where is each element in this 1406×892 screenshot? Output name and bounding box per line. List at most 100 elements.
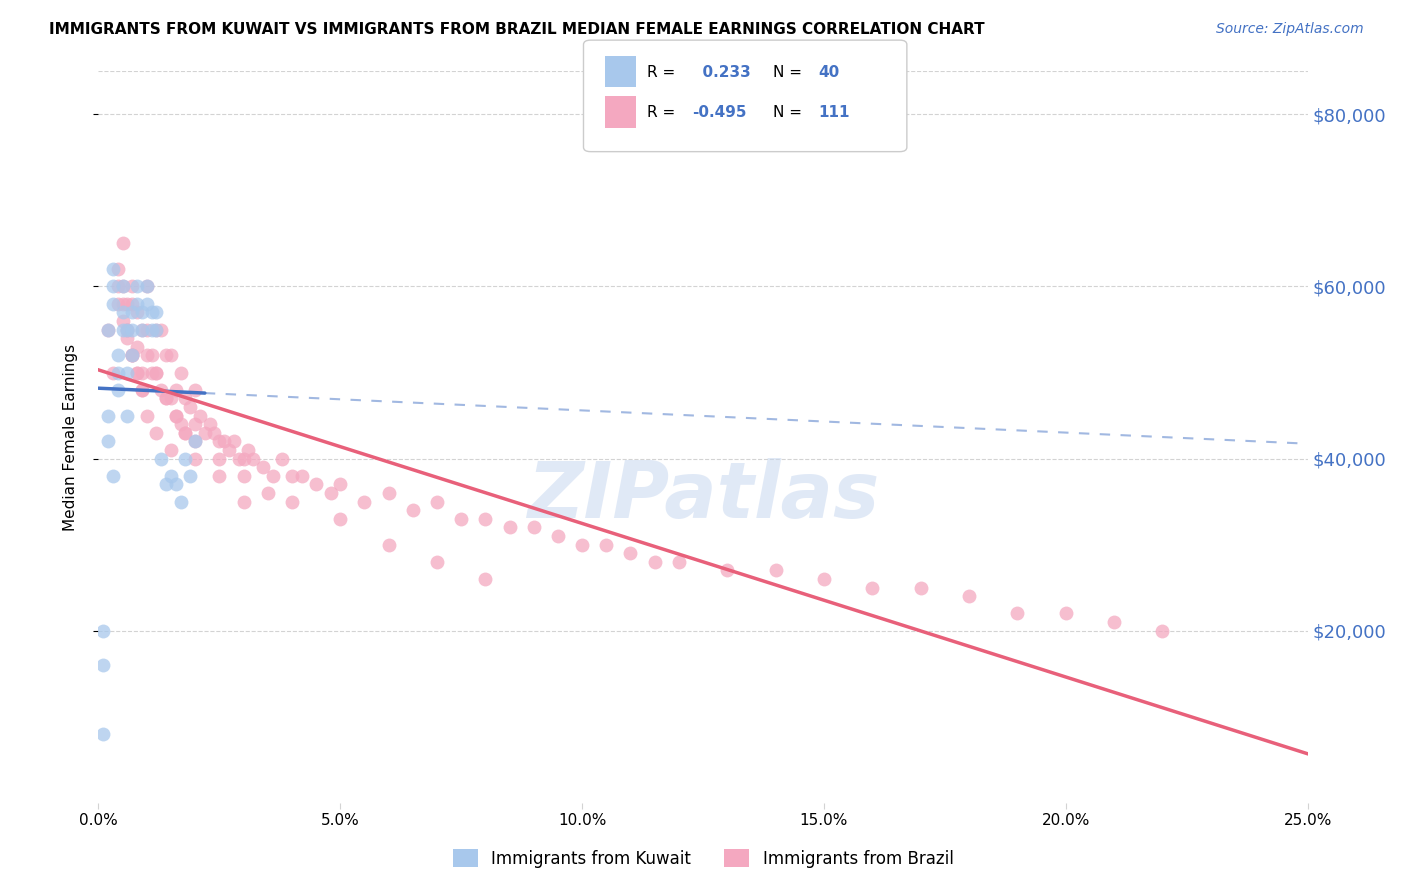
Point: [127, 279, 149, 293]
Point: [145, 366, 167, 380]
Point: [135, 348, 157, 362]
Point: [188, 409, 211, 423]
Point: [97, 409, 120, 423]
Point: [228, 451, 250, 466]
Point: [184, 417, 207, 432]
Point: [523, 520, 546, 534]
Text: 0.233: 0.233: [692, 65, 751, 79]
Point: [222, 434, 245, 449]
Text: IMMIGRANTS FROM KUWAIT VS IMMIGRANTS FROM BRAZIL MEDIAN FEMALE EARNINGS CORRELAT: IMMIGRANTS FROM KUWAIT VS IMMIGRANTS FRO…: [49, 22, 984, 37]
Point: [813, 572, 835, 586]
Point: [179, 400, 201, 414]
Point: [474, 512, 496, 526]
Point: [127, 340, 149, 354]
Point: [155, 392, 177, 406]
Point: [91, 624, 114, 638]
Point: [127, 366, 149, 380]
Point: [1152, 624, 1174, 638]
Point: [101, 366, 124, 380]
Point: [135, 322, 157, 336]
Point: [377, 538, 399, 552]
Point: [242, 451, 264, 466]
Point: [91, 727, 114, 741]
Point: [117, 331, 139, 345]
Point: [117, 296, 139, 310]
Point: [155, 477, 177, 491]
Point: [107, 296, 129, 310]
Point: [160, 442, 183, 457]
Point: [571, 538, 593, 552]
Point: [155, 348, 177, 362]
Point: [595, 538, 617, 552]
Text: R =: R =: [647, 105, 675, 120]
Point: [765, 564, 787, 578]
Point: [127, 296, 149, 310]
Point: [402, 503, 425, 517]
Text: R =: R =: [647, 65, 675, 79]
Text: 111: 111: [818, 105, 849, 120]
Point: [165, 409, 187, 423]
Point: [111, 322, 134, 336]
Point: [957, 589, 980, 603]
Point: [668, 555, 690, 569]
Point: [353, 494, 375, 508]
Point: [135, 279, 157, 293]
Point: [97, 322, 120, 336]
Point: [127, 366, 149, 380]
Point: [107, 348, 129, 362]
Point: [121, 279, 143, 293]
Point: [135, 296, 157, 310]
Point: [127, 305, 149, 319]
Point: [111, 296, 134, 310]
Point: [101, 296, 124, 310]
Point: [117, 322, 139, 336]
Point: [111, 305, 134, 319]
Point: [107, 279, 129, 293]
Point: [107, 366, 129, 380]
Point: [329, 477, 352, 491]
Point: [218, 442, 240, 457]
Point: [131, 305, 153, 319]
Point: [184, 434, 207, 449]
Point: [474, 572, 496, 586]
Text: N =: N =: [773, 65, 803, 79]
Point: [145, 425, 167, 440]
Point: [165, 383, 187, 397]
Point: [1102, 615, 1125, 629]
Point: [131, 383, 153, 397]
Point: [174, 425, 197, 440]
Point: [145, 322, 167, 336]
Point: [281, 494, 304, 508]
Point: [117, 322, 139, 336]
Point: [174, 392, 197, 406]
Point: [204, 425, 226, 440]
Point: [547, 529, 569, 543]
Text: Source: ZipAtlas.com: Source: ZipAtlas.com: [1216, 22, 1364, 37]
Point: [305, 477, 328, 491]
Point: [111, 236, 134, 251]
Point: [184, 451, 207, 466]
Point: [97, 434, 120, 449]
Point: [117, 322, 139, 336]
Point: [101, 262, 124, 277]
Point: [262, 468, 284, 483]
Legend: Immigrants from Kuwait, Immigrants from Brazil: Immigrants from Kuwait, Immigrants from …: [453, 849, 953, 868]
Point: [111, 279, 134, 293]
Point: [238, 442, 260, 457]
Point: [184, 434, 207, 449]
Point: [160, 468, 183, 483]
Text: ZIPatlas: ZIPatlas: [527, 458, 879, 533]
Point: [107, 262, 129, 277]
Point: [150, 383, 173, 397]
Point: [184, 383, 207, 397]
Point: [208, 451, 231, 466]
Point: [121, 296, 143, 310]
Point: [426, 555, 449, 569]
Point: [160, 348, 183, 362]
Text: 40: 40: [818, 65, 839, 79]
Point: [232, 451, 254, 466]
Point: [141, 305, 163, 319]
Point: [198, 417, 221, 432]
Point: [121, 348, 143, 362]
Point: [281, 468, 304, 483]
